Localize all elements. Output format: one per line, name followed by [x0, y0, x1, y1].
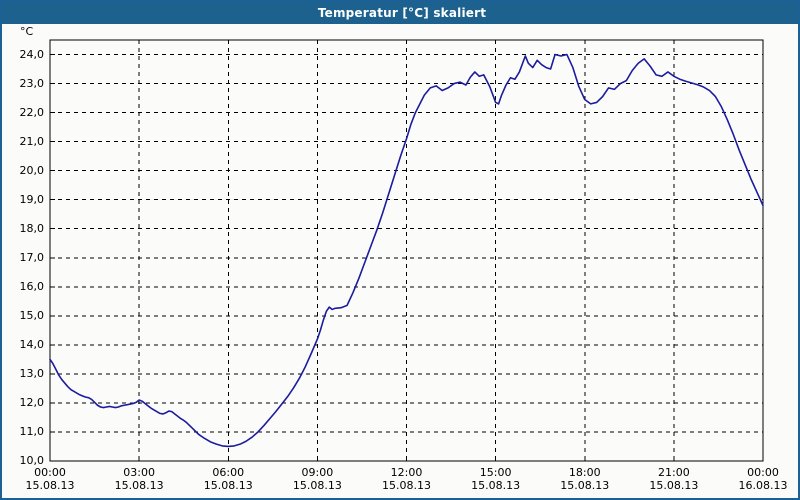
x-tick-date: 15.08.13: [203, 479, 253, 492]
x-tick-date: 16.08.13: [738, 479, 788, 492]
x-tick-time: 00:00: [747, 466, 779, 479]
x-tick-date: 15.08.13: [292, 479, 342, 492]
x-tick-date: 15.08.13: [560, 479, 610, 492]
y-axis-tick-label: 10,0: [19, 454, 45, 467]
x-tick-time: 15:00: [479, 466, 512, 479]
x-axis-tick-label: 00:00 15.08.13: [10, 466, 90, 492]
temperature-series-line: [49, 53, 764, 448]
x-axis-tick-label: 03:00 15.08.13: [99, 466, 179, 492]
grid-lines: [50, 40, 763, 462]
window-title-bar: Temperatur [°C] skaliert: [2, 2, 798, 24]
y-axis-tick-label: 14,0: [19, 337, 45, 351]
y-axis-tick-label: 21,0: [19, 134, 45, 148]
x-tick-date: 15.08.13: [114, 479, 164, 492]
y-axis-tick-label: 19,0: [19, 192, 45, 206]
x-tick-time: 21:00: [658, 466, 690, 479]
y-axis-tick-label: 17,0: [19, 250, 45, 264]
axis-tick-marks: [49, 54, 764, 462]
y-axis-tick-label: 12,0: [19, 395, 45, 409]
x-axis-tick-label: 00:00 16.08.13: [723, 466, 798, 492]
x-tick-time: 03:00: [123, 466, 155, 479]
y-axis-tick-label: 18,0: [19, 221, 45, 235]
y-axis-tick-label: 20,0: [19, 163, 45, 177]
temperature-line-chart: [49, 39, 764, 462]
y-axis-tick-label: 11,0: [19, 424, 45, 438]
x-tick-time: 09:00: [301, 466, 334, 479]
y-axis-tick-label: 23,0: [19, 76, 45, 90]
x-tick-time: 18:00: [568, 466, 601, 479]
x-tick-time: 06:00: [212, 466, 245, 479]
x-axis-tick-label: 15:00 15.08.13: [456, 466, 536, 492]
y-axis-tick-label: 24,0: [19, 47, 45, 61]
chart-plot-container: °C 10,0 11,0 12,0 13,0 14,0 15,0 16,0 17,0 18,0 1…: [2, 24, 798, 498]
x-axis-tick-label: 09:00 15.08.13: [277, 466, 357, 492]
page-title: Temperatur [°C] skaliert: [317, 6, 487, 20]
x-axis-tick-label: 18:00 15.08.13: [545, 466, 625, 492]
x-tick-time: 12:00: [390, 466, 423, 479]
x-tick-date: 15.08.13: [25, 479, 75, 492]
y-axis-tick-label: 13,0: [19, 366, 45, 380]
x-axis-tick-label: 21:00 15.08.13: [634, 466, 714, 492]
y-axis-tick-label: 22,0: [19, 105, 45, 119]
y-axis-unit-label: °C: [20, 25, 34, 38]
x-axis-tick-label: 06:00 15.08.13: [188, 466, 268, 492]
y-axis-tick-label: 15,0: [19, 308, 45, 322]
x-axis-tick-label: 12:00 15.08.13: [367, 466, 447, 492]
x-tick-date: 15.08.13: [471, 479, 521, 492]
y-axis-tick-label: 16,0: [19, 279, 45, 293]
x-tick-date: 15.08.13: [382, 479, 431, 492]
x-tick-date: 15.08.13: [649, 479, 699, 492]
x-tick-time: 00:00: [34, 466, 66, 479]
